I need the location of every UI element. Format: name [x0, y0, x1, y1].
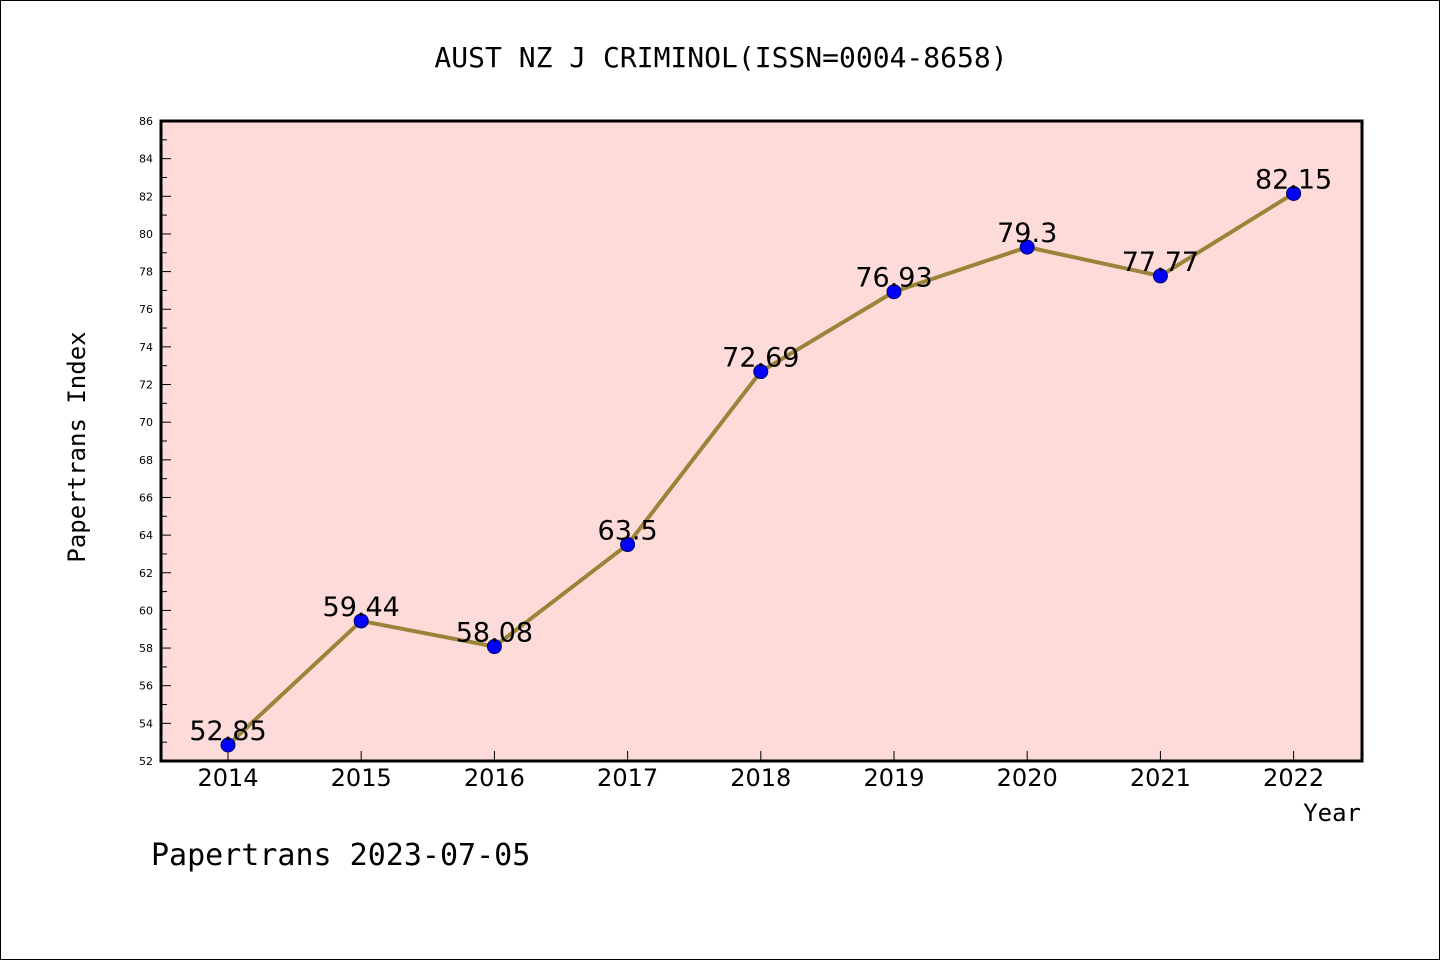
- y-tick-label: 54: [139, 717, 153, 730]
- data-point: [620, 537, 636, 553]
- y-tick-label: 62: [139, 567, 153, 580]
- data-points: [220, 185, 1302, 753]
- chart-title: AUST NZ J CRIMINOL(ISSN=0004-8658): [434, 41, 1007, 74]
- data-label: 77.77: [1122, 247, 1199, 278]
- data-point: [220, 737, 236, 753]
- x-tick-label: 2021: [1130, 764, 1191, 792]
- x-tick-label: 2017: [597, 764, 658, 792]
- y-tick-label: 76: [139, 303, 153, 316]
- plot-area: [161, 121, 1362, 761]
- data-label: 79.3: [997, 218, 1057, 249]
- y-tick-label: 64: [139, 529, 153, 542]
- y-tick-label: 78: [139, 266, 153, 279]
- y-tick-label: 52: [139, 755, 153, 768]
- y-tick-label: 82: [139, 190, 153, 203]
- data-point: [1152, 268, 1168, 284]
- footer-text: Papertrans 2023-07-05: [151, 838, 530, 873]
- y-tick-label: 68: [139, 454, 153, 467]
- data-labels: 52.85 59.44 58.08 63.5 72.69 76.93 79.3 77.77 82…: [189, 164, 1332, 747]
- x-tick-label: 2014: [197, 764, 258, 792]
- x-axis: 2014 2015 2016 2017 2018 2019 2020 2021 2022: [197, 751, 1324, 792]
- y-axis: 52 54 56 58 60 62 64 66 68 70 72 74 76 78 80 82 84 86: [139, 115, 171, 768]
- x-tick-label: 2022: [1263, 764, 1324, 792]
- y-tick-label: 56: [139, 680, 153, 693]
- data-label: 76.93: [855, 263, 932, 294]
- data-label: 82.15: [1255, 164, 1332, 195]
- data-label: 59.44: [323, 592, 400, 623]
- x-tick-label: 2020: [997, 764, 1058, 792]
- data-label: 52.85: [189, 716, 266, 747]
- y-tick-label: 72: [139, 379, 153, 392]
- data-label: 63.5: [598, 516, 658, 547]
- data-point: [353, 613, 369, 629]
- data-point: [753, 364, 769, 380]
- y-tick-label: 80: [139, 228, 153, 241]
- x-tick-label: 2019: [863, 764, 924, 792]
- x-tick-label: 2018: [730, 764, 791, 792]
- y-tick-label: 60: [139, 604, 153, 617]
- y-tick-label: 66: [139, 491, 153, 504]
- y-tick-label: 86: [139, 115, 153, 128]
- y-tick-label: 84: [139, 153, 153, 166]
- data-point: [1286, 185, 1302, 201]
- data-label: 58.08: [456, 618, 533, 649]
- data-label: 72.69: [722, 343, 799, 374]
- data-point: [1019, 239, 1035, 255]
- y-tick-label: 70: [139, 416, 153, 429]
- x-tick-label: 2016: [464, 764, 525, 792]
- data-point: [886, 284, 902, 300]
- plot-border: [159, 119, 1364, 763]
- y-tick-label: 74: [139, 341, 153, 354]
- data-point: [486, 639, 502, 655]
- y-axis-label: Papertrans Index: [63, 331, 91, 562]
- x-tick-label: 2015: [331, 764, 392, 792]
- x-axis-label: Year: [1303, 799, 1361, 827]
- y-tick-label: 58: [139, 642, 153, 655]
